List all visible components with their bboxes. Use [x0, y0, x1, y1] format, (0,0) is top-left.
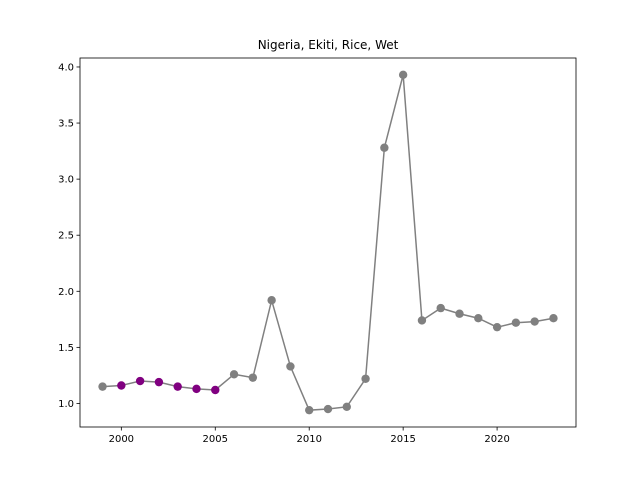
x-tick-label: 2010 [296, 434, 321, 445]
y-tick-label: 1.5 [58, 343, 74, 354]
data-point [98, 382, 107, 391]
y-tick-label: 3.0 [58, 175, 74, 186]
data-point [511, 318, 521, 327]
data-point [455, 309, 464, 318]
highlighted-data-point [173, 382, 182, 391]
data-point [380, 143, 389, 152]
data-point [436, 303, 445, 313]
data-point [267, 296, 276, 305]
highlighted-data-point [154, 377, 164, 387]
data-point [305, 405, 314, 415]
highlighted-data-point [211, 385, 220, 395]
x-tick-label: 2015 [390, 434, 415, 445]
y-tick-label: 2.5 [58, 231, 74, 242]
data-point [248, 373, 258, 382]
data-point [361, 374, 370, 383]
x-tick-label: 2020 [484, 434, 509, 445]
data-point [530, 317, 539, 326]
data-point [474, 314, 483, 323]
chart-title: Nigeria, Ekiti, Rice, Wet [258, 38, 399, 52]
data-point [549, 314, 558, 323]
highlighted-data-point [192, 384, 201, 394]
highlighted-data-point [135, 376, 145, 386]
series-line [102, 74, 554, 411]
x-tick-label: 2005 [203, 434, 228, 445]
y-tick-label: 2.0 [58, 287, 74, 298]
data-point [492, 322, 502, 332]
data-point [229, 370, 239, 379]
y-tick-label: 4.0 [58, 62, 74, 73]
highlighted-data-point [117, 381, 126, 390]
x-tick-label: 2000 [109, 434, 134, 445]
plot-frame [79, 57, 577, 428]
data-point [417, 316, 427, 325]
data-point [342, 402, 351, 412]
y-tick-label: 3.5 [58, 119, 74, 130]
y-tick-label: 1.0 [58, 399, 74, 410]
data-point [286, 362, 295, 371]
data-point [323, 404, 333, 414]
data-point [398, 70, 408, 80]
